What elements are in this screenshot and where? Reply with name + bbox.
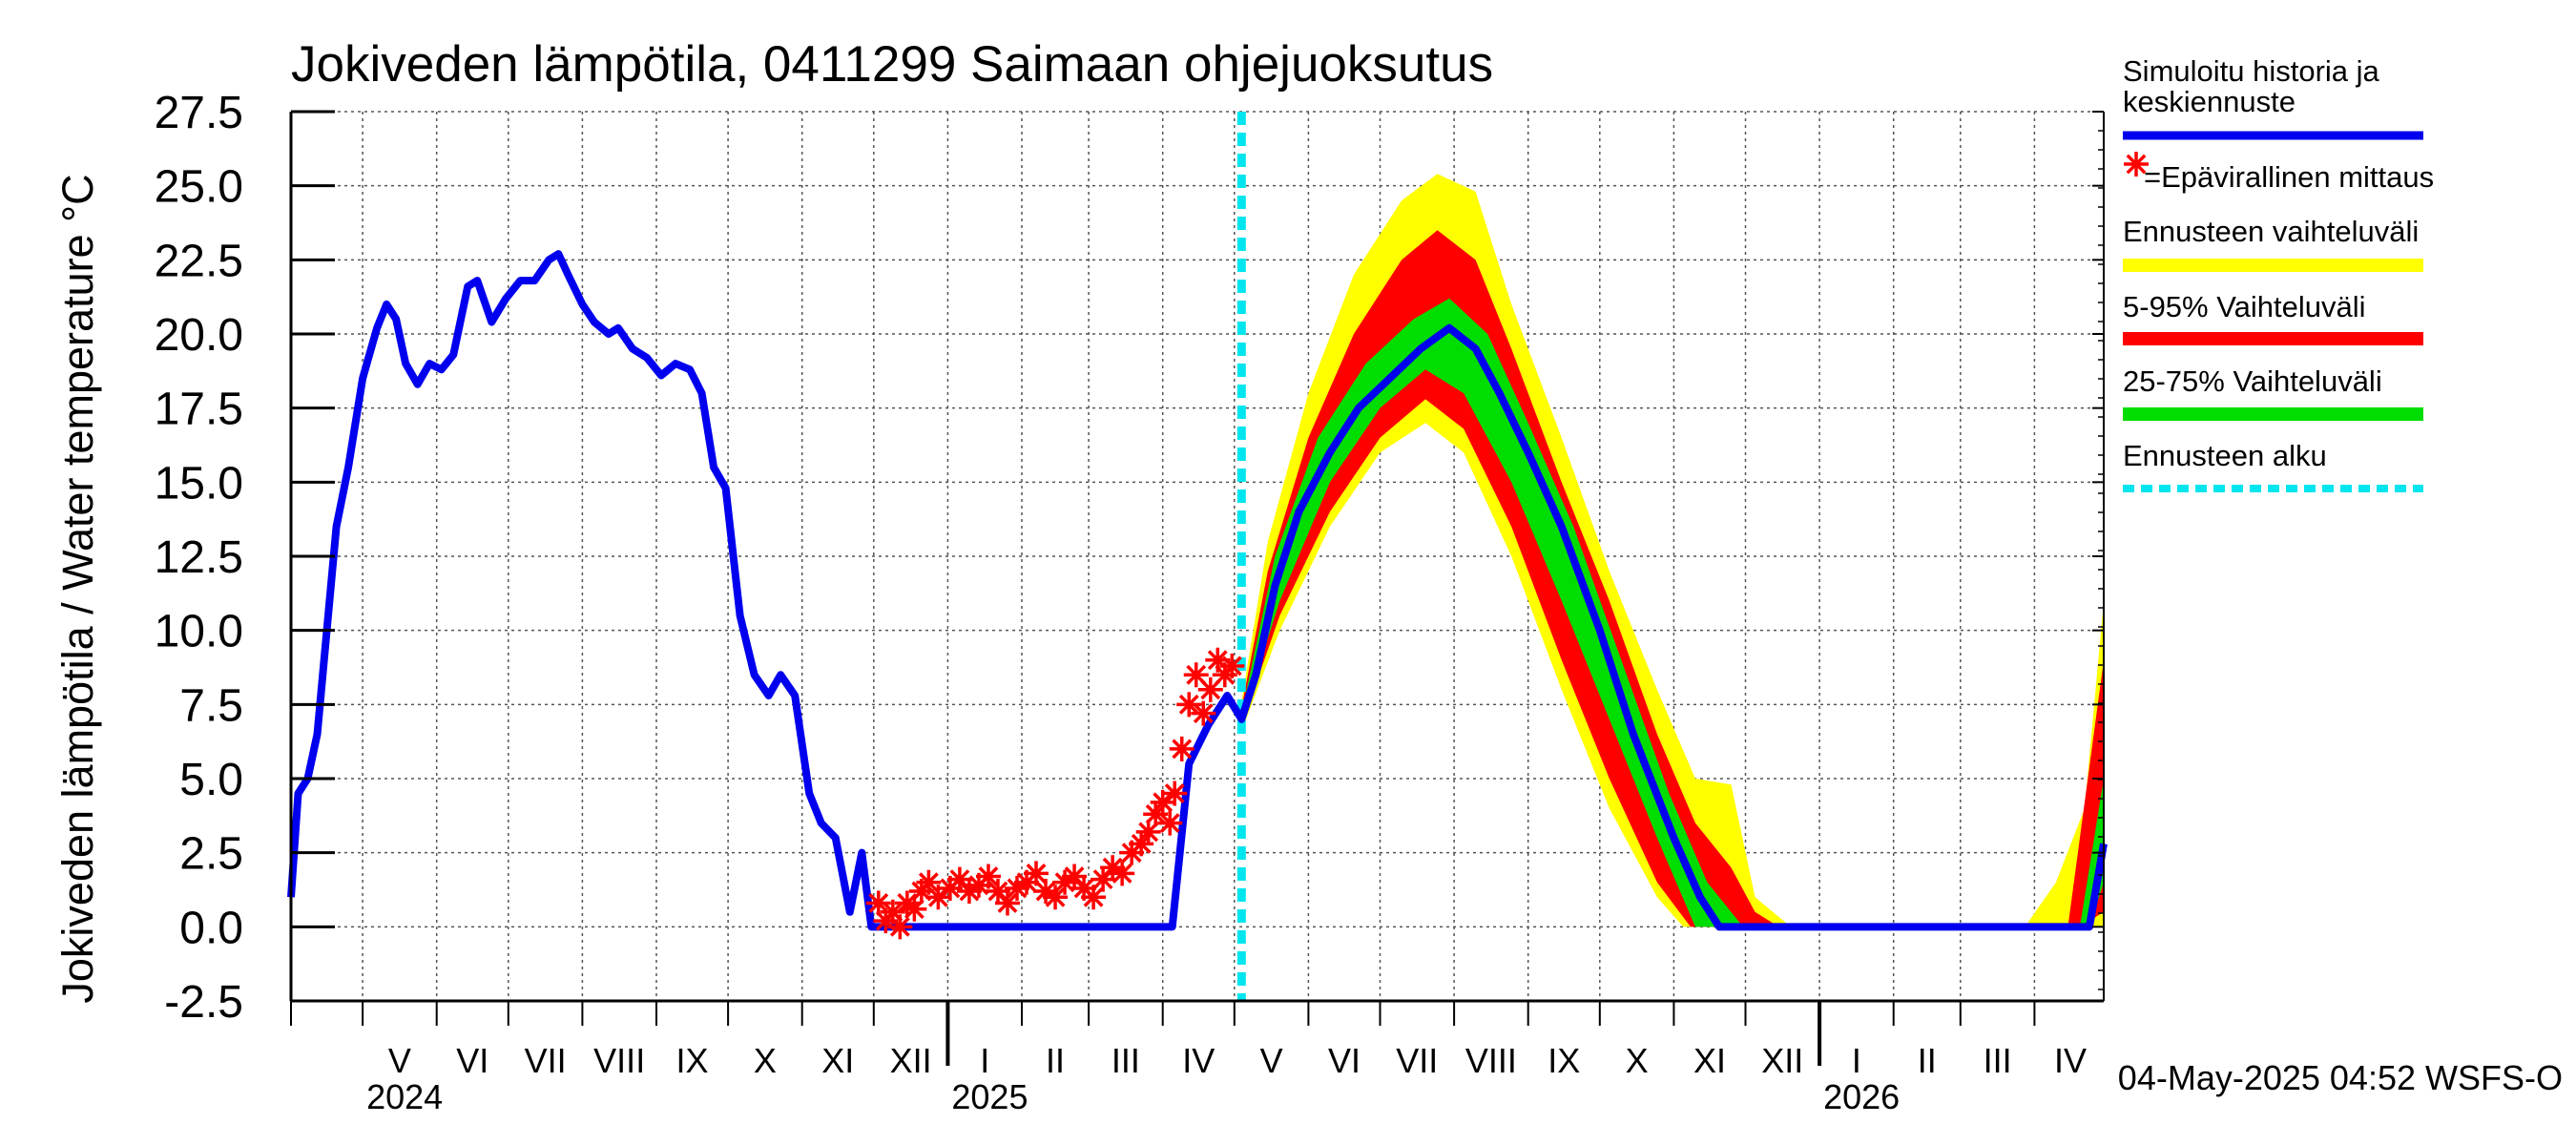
month-label: V	[388, 1041, 411, 1080]
month-label: II	[1918, 1041, 1937, 1080]
legend-label-history: Simuloitu historia ja	[2123, 54, 2380, 88]
forecast-bands	[1241, 174, 2104, 927]
measurement-point	[916, 869, 942, 895]
measurement-point	[1176, 692, 1202, 718]
legend-label-band: 5-95% Vaihteluväli	[2123, 290, 2365, 323]
year-label: 2024	[366, 1077, 443, 1116]
legend-label-measurement: =Epävirallinen mittaus	[2144, 160, 2434, 194]
measurement-point	[1110, 861, 1135, 886]
series-lines	[287, 112, 2108, 1001]
measurement-point	[1081, 885, 1107, 910]
month-label: X	[754, 1041, 777, 1080]
measurement-point	[1043, 885, 1069, 910]
measurement-point	[1162, 781, 1188, 806]
y-tick-label: 10.0	[155, 607, 243, 657]
y-tick-label: 12.5	[155, 532, 243, 583]
y-tick-label: 2.5	[179, 829, 243, 880]
year-label: 2026	[1823, 1077, 1900, 1116]
band-5-95	[1241, 230, 2104, 927]
month-label: IX	[1548, 1041, 1580, 1080]
y-tick-label: 7.5	[179, 680, 243, 731]
month-label: IV	[2054, 1041, 2087, 1080]
y-tick-label: -2.5	[164, 977, 243, 1028]
legend-label-forecast-start: Ennusteen alku	[2123, 439, 2327, 472]
y-tick-label: 27.5	[155, 88, 243, 138]
month-label: X	[1626, 1041, 1649, 1080]
measurement-point	[1169, 736, 1195, 761]
month-label: VI	[456, 1041, 488, 1080]
measurement-point	[1157, 810, 1183, 836]
month-label: VIII	[1465, 1041, 1517, 1080]
month-label: XII	[1761, 1041, 1803, 1080]
year-label: 2025	[951, 1077, 1028, 1116]
legend-label-history-2: keskiennuste	[2123, 85, 2296, 118]
month-label: XI	[1693, 1041, 1726, 1080]
measurement-point	[1024, 861, 1049, 886]
series-line-simuloitu-historia	[287, 250, 2108, 931]
month-label: XI	[821, 1041, 854, 1080]
month-label: XII	[890, 1041, 932, 1080]
axes: 27.5 25.0 22.5 20.0 17.5 15.0 12.5 10.0 7.5 5.0 2.…	[155, 88, 2105, 1116]
y-tick-label: 22.5	[155, 236, 243, 286]
month-label: VII	[525, 1041, 567, 1080]
grid-lines	[291, 111, 2104, 1002]
measurement-point	[1135, 819, 1161, 844]
measurement-point	[887, 914, 913, 940]
month-label: II	[1046, 1041, 1065, 1080]
month-label: III	[1111, 1041, 1140, 1080]
y-tick-label: 5.0	[179, 755, 243, 805]
measurement-point	[1219, 653, 1245, 678]
y-axis-label: Jokiveden lämpötila / Water temperature …	[53, 174, 102, 1003]
measurement-point	[975, 864, 1001, 889]
month-label: VII	[1396, 1041, 1438, 1080]
month-label: I	[980, 1041, 989, 1080]
month-label: VIII	[593, 1041, 645, 1080]
measurement-marks	[865, 647, 1245, 940]
legend-label-band: 25-75% Vaihteluväli	[2123, 364, 2382, 398]
y-tick-label: 25.0	[155, 162, 243, 213]
month-label: III	[1984, 1041, 2012, 1080]
y-tick-label: 17.5	[155, 385, 243, 435]
chart-title: Jokiveden lämpötila, 0411299 Saimaan ohj…	[291, 36, 1493, 93]
month-label: VI	[1328, 1041, 1361, 1080]
timestamp: 04-May-2025 04:52 WSFS-O	[2118, 1058, 2563, 1097]
measurement-point	[994, 890, 1020, 916]
legend-swatch-measurement	[2124, 152, 2149, 177]
month-label: IX	[676, 1041, 709, 1080]
y-tick-label: 15.0	[155, 458, 243, 509]
measurement-point	[1191, 700, 1216, 726]
month-label: V	[1260, 1041, 1283, 1080]
month-label: IV	[1182, 1041, 1215, 1080]
legend-label-band: Ennusteen vaihteluväli	[2123, 215, 2419, 248]
y-tick-label: 20.0	[155, 310, 243, 361]
y-tick-label: 0.0	[179, 903, 243, 953]
month-label: I	[1852, 1041, 1861, 1080]
